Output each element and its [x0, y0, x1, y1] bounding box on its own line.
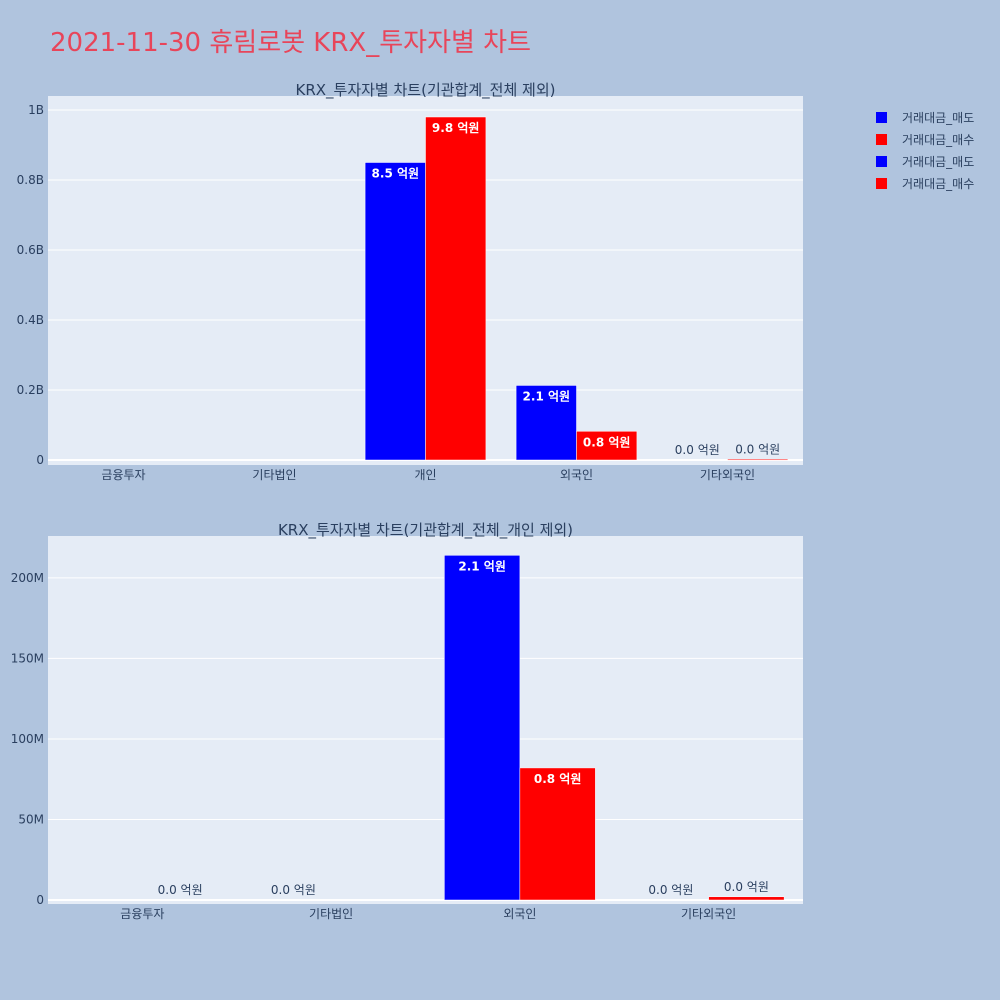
data-label: 0.8 억원: [583, 435, 631, 449]
x-tick-label: 기타법인: [252, 468, 296, 482]
page-title: 2021-11-30 휴림로봇 KRX_투자자별 차트: [50, 28, 532, 58]
bar: [519, 767, 596, 901]
data-label: 2.1 억원: [523, 389, 571, 403]
data-label: 0.0 억원: [724, 880, 769, 894]
x-tick-label: 금융투자: [101, 468, 145, 482]
y-tick-label: 0: [36, 893, 44, 907]
x-tick-label: 금융투자: [120, 907, 164, 921]
bar: [708, 896, 785, 901]
y-tick-label: 50M: [18, 812, 44, 826]
bar: [425, 116, 487, 461]
y-tick-label: 0.8B: [17, 173, 44, 187]
legend-label: 거래대금_매도: [902, 154, 975, 169]
plot-area: [48, 536, 803, 904]
y-tick-label: 0.4B: [17, 313, 44, 327]
data-label: 0.0 억원: [271, 883, 316, 897]
x-tick-label: 개인: [414, 468, 436, 482]
legend-swatch-icon: [876, 155, 887, 167]
legend-item[interactable]: 거래대금_매수: [876, 128, 974, 150]
legend-item[interactable]: 거래대금_매도: [876, 150, 974, 172]
y-tick-label: 0.2B: [17, 383, 44, 397]
data-label: 0.0 억원: [648, 883, 693, 897]
data-label: 2.1 억원: [458, 559, 506, 573]
bar: [727, 459, 789, 461]
legend-swatch-icon: [876, 111, 887, 123]
legend-item[interactable]: 거래대금_매수: [876, 172, 974, 194]
legend-label: 거래대금_매수: [902, 176, 975, 191]
chart-title: KRX_투자자별 차트(기관합계_전체 제외): [296, 81, 556, 100]
x-tick-label: 기타외국인: [700, 468, 755, 482]
data-label: 0.0 억원: [158, 883, 203, 897]
y-tick-label: 100M: [11, 732, 44, 746]
bar: [515, 385, 577, 461]
x-tick-label: 기타법인: [309, 907, 353, 921]
data-label: 0.8 억원: [534, 772, 582, 786]
data-label: 8.5 억원: [372, 167, 420, 181]
legend: 거래대금_매도 거래대금_매수 거래대금_매도 거래대금_매수: [876, 106, 974, 194]
y-tick-label: 1B: [28, 103, 44, 117]
data-label: 0.0 억원: [675, 443, 720, 457]
bar: [576, 431, 638, 461]
x-tick-label: 외국인: [503, 907, 536, 921]
data-label: 9.8 억원: [432, 121, 480, 135]
legend-swatch-icon: [876, 177, 887, 189]
x-tick-label: 기타외국인: [681, 907, 736, 921]
legend-label: 거래대금_매도: [902, 110, 975, 125]
chart-title: KRX_투자자별 차트(기관합계_전체_개인 제외): [278, 521, 573, 540]
legend-label: 거래대금_매수: [902, 132, 975, 147]
bar: [364, 162, 426, 461]
y-tick-label: 200M: [11, 571, 44, 585]
x-tick-label: 외국인: [560, 468, 593, 482]
legend-swatch-icon: [876, 133, 887, 145]
legend-item[interactable]: 거래대금_매도: [876, 106, 974, 128]
y-tick-label: 0.6B: [17, 243, 44, 257]
data-label: 0.0 억원: [735, 442, 780, 456]
y-tick-label: 0: [36, 453, 44, 467]
y-tick-label: 150M: [11, 651, 44, 665]
bar: [444, 555, 521, 901]
